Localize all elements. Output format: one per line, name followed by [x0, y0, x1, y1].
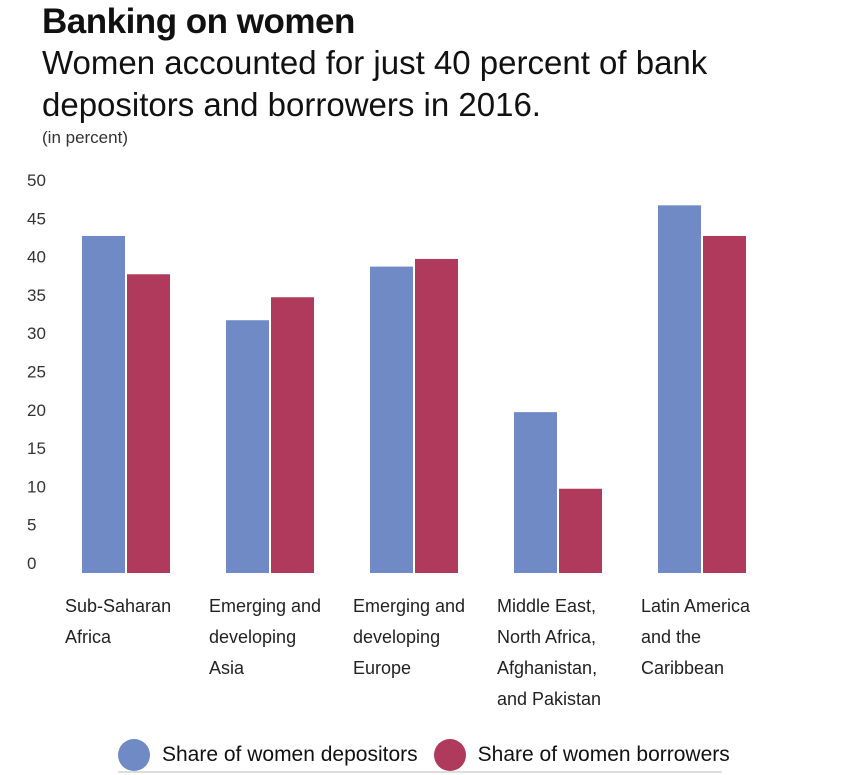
bar-depositors-2 [370, 266, 413, 573]
y-tick-label: 20 [27, 401, 46, 420]
legend-item-depositors: Share of women depositors [118, 739, 418, 771]
x-tick-label: Sub-Saharan Africa [65, 596, 171, 647]
legend-swatch-depositors [118, 739, 150, 771]
bar-depositors-0 [82, 235, 125, 573]
bar-borrowers-2 [415, 258, 458, 573]
bar-depositors-3 [514, 412, 557, 573]
y-tick-label: 25 [27, 363, 46, 382]
bar-borrowers-1 [271, 297, 314, 573]
x-tick-label: Latin America and the Caribbean [641, 596, 751, 678]
y-tick-label: 40 [27, 248, 46, 267]
bar-chart: 0 5 10 15 20 25 30 35 40 45 50 Sub-Saharan Africa Eme… [27, 171, 751, 709]
y-tick-label: 35 [27, 286, 46, 305]
bar-borrowers-3 [559, 488, 602, 573]
bar-borrowers-4 [703, 235, 746, 573]
legend-swatch-borrowers [433, 739, 466, 771]
y-tick-label: 5 [27, 516, 36, 535]
chart-subtitle: Women accounted for just 40 percent of b… [42, 44, 708, 123]
bar-depositors-1 [226, 320, 269, 573]
y-tick-label: 10 [27, 477, 46, 496]
y-tick-label: 50 [27, 171, 46, 190]
y-tick-label: 15 [27, 439, 46, 458]
legend-label-depositors: Share of women depositors [162, 743, 418, 766]
y-tick-label: 45 [27, 209, 46, 228]
bar-borrowers-0 [127, 274, 170, 573]
y-tick-label: 0 [27, 554, 36, 573]
x-tick-label: Emerging and developing Europe [353, 596, 465, 678]
chart-title: Banking on women [42, 2, 355, 41]
x-tick-label: Middle East, North Africa, Afghanistan, and… [497, 596, 601, 709]
x-tick-label: Emerging and developing Asia [209, 596, 321, 678]
unit-label: (in percent) [42, 128, 128, 147]
legend-label-borrowers: Share of women borrowers [477, 743, 730, 766]
legend: Share of women depositors Share of women… [118, 737, 746, 773]
legend-item-borrowers: Share of women borrowers [433, 739, 730, 771]
y-tick-label: 30 [27, 324, 46, 343]
bar-depositors-4 [658, 205, 701, 573]
legend-divider [118, 771, 722, 773]
